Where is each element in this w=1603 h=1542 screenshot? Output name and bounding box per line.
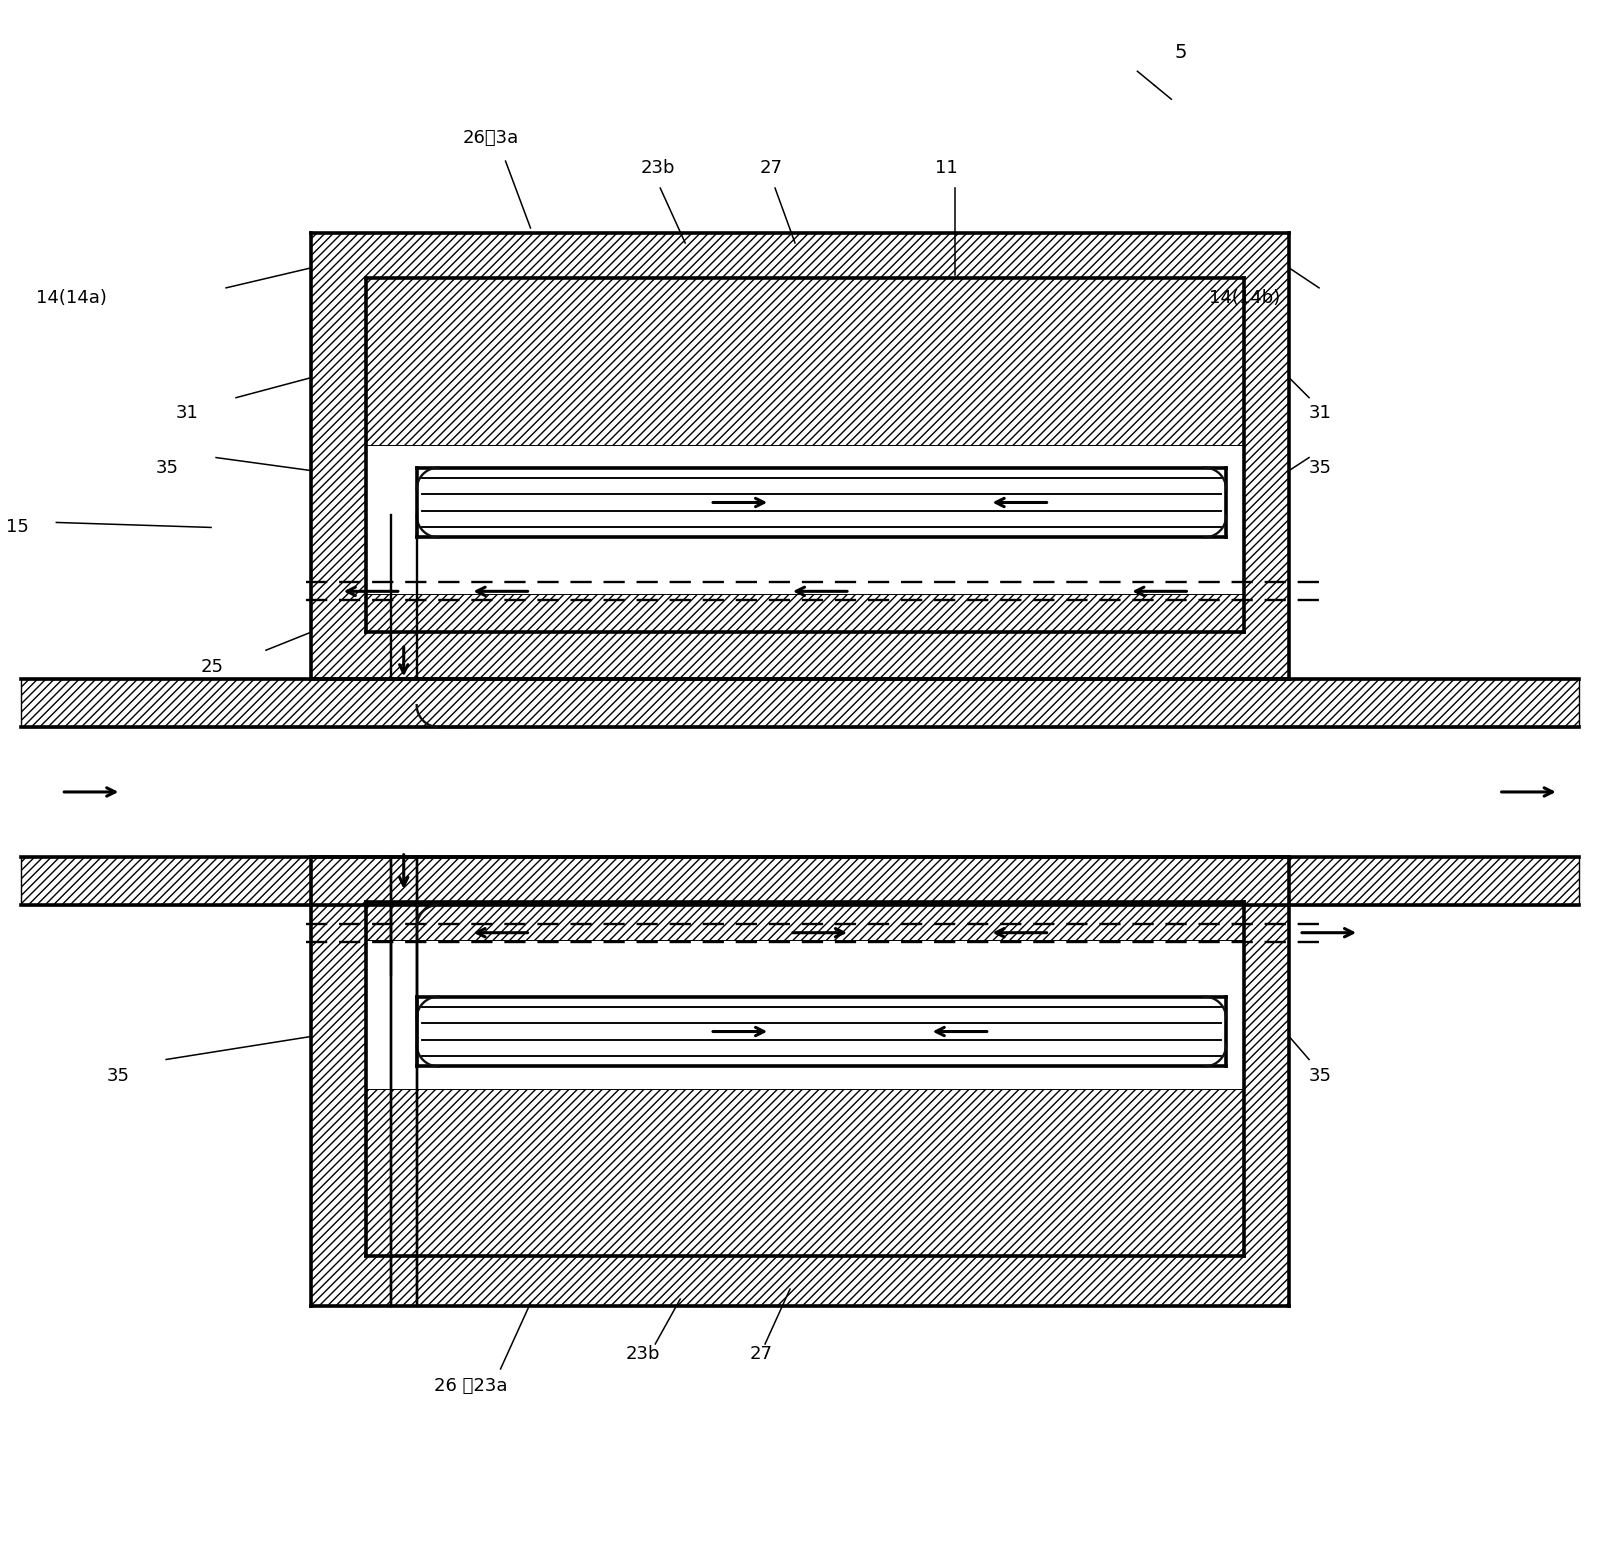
- Text: 23b: 23b: [625, 1345, 660, 1363]
- Text: 11: 11: [935, 159, 957, 177]
- Bar: [365, 594, 1244, 632]
- Text: 31: 31: [176, 404, 199, 421]
- Text: 27: 27: [750, 1345, 773, 1363]
- Bar: [311, 233, 1289, 678]
- Bar: [365, 1089, 1244, 1257]
- Bar: [417, 467, 1226, 538]
- Text: 35: 35: [1310, 458, 1332, 476]
- Text: 35: 35: [155, 458, 180, 476]
- Text: 31: 31: [1310, 404, 1332, 421]
- Bar: [21, 857, 1579, 905]
- Text: 35: 35: [1310, 1067, 1332, 1086]
- Bar: [365, 278, 1244, 632]
- Text: 27: 27: [760, 159, 784, 177]
- Text: 23b: 23b: [640, 159, 675, 177]
- Text: 26 、23a: 26 、23a: [434, 1377, 507, 1396]
- Text: 14(14a): 14(14a): [37, 288, 107, 307]
- Text: 15: 15: [6, 518, 29, 537]
- Bar: [365, 902, 1244, 939]
- Text: 35: 35: [106, 1067, 130, 1086]
- Text: 14(14b): 14(14b): [1209, 288, 1281, 307]
- Bar: [417, 996, 1226, 1067]
- Text: 5: 5: [1175, 43, 1186, 62]
- Bar: [311, 857, 1289, 1306]
- Text: 26。3a: 26。3a: [462, 130, 519, 146]
- Bar: [21, 678, 1579, 728]
- Bar: [365, 902, 1244, 1257]
- Text: 25: 25: [200, 658, 224, 677]
- Bar: [365, 278, 1244, 446]
